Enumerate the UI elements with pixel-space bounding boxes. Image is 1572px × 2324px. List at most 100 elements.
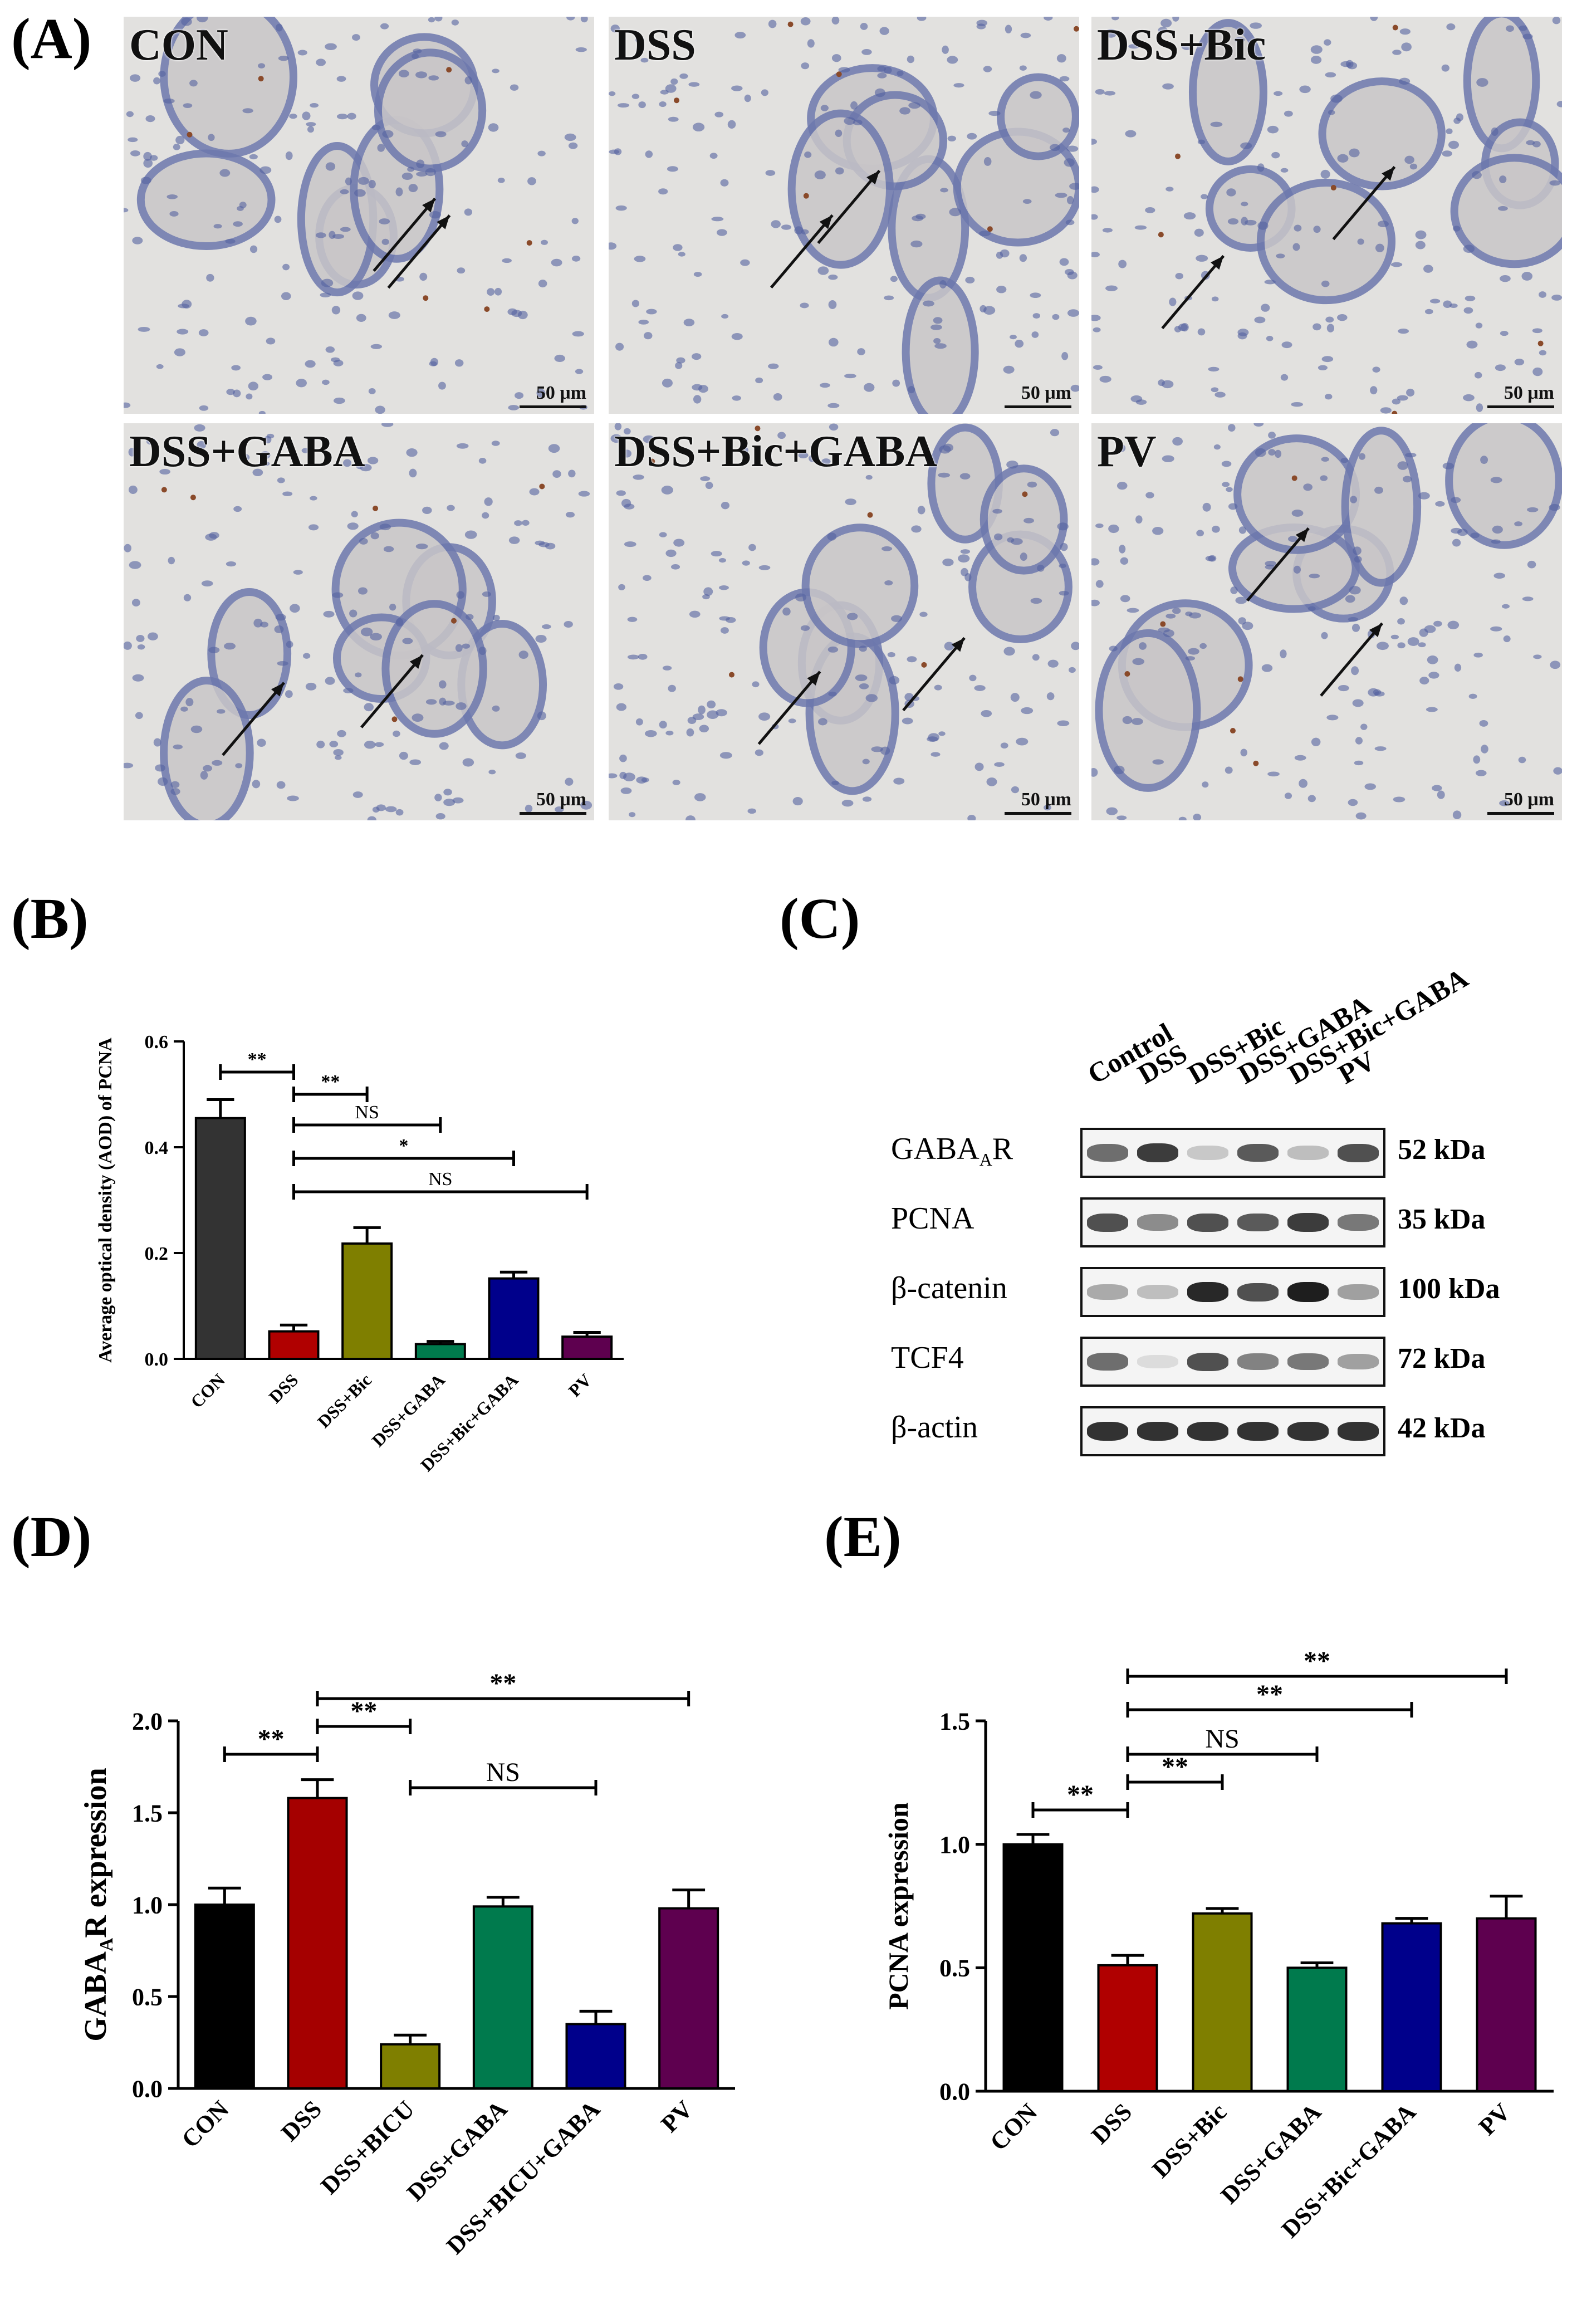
molecular-weight-label: 52 kDa	[1398, 1134, 1486, 1166]
micrograph-tissue-image	[1091, 423, 1562, 820]
micrograph-label: DSS	[614, 21, 696, 70]
arrow-icon	[1295, 528, 1309, 542]
significance-label: NS	[355, 1102, 379, 1123]
arrow-icon	[1369, 623, 1383, 638]
blot-band	[1137, 1354, 1178, 1369]
western-blot: Control DSS DSS+Bic DSS+GABA DSS+Bic+GABA PV G…	[869, 924, 1554, 1470]
y-tick-label: 0.2	[145, 1244, 169, 1264]
bar	[1381, 1922, 1442, 2092]
micrograph-label: DSS+Bic	[1097, 21, 1266, 70]
bar	[414, 1343, 466, 1361]
micrograph-label: DSS+GABA	[129, 427, 365, 476]
arrow-icon	[437, 215, 450, 229]
y-tick-label: 1.0	[132, 1891, 163, 1919]
x-category-label: PV	[1473, 2098, 1516, 2140]
bar	[1476, 1917, 1537, 2093]
blot-band	[1338, 1143, 1379, 1162]
panel-letter-d: (D)	[11, 1505, 92, 1569]
scale-bar-label: 50 μm	[536, 789, 586, 810]
arrow-icon	[409, 655, 423, 669]
bar	[287, 1797, 348, 2090]
bar	[561, 1335, 613, 1360]
panel-letter-c: (C)	[780, 887, 860, 951]
bar	[341, 1242, 393, 1361]
x-category-label: CON	[177, 2095, 234, 2153]
x-category-label: DSS+Bic	[314, 1369, 375, 1431]
blot-band	[1338, 1421, 1379, 1441]
blot-band	[1237, 1143, 1279, 1162]
blot-band-strip	[1080, 1337, 1385, 1387]
scale-bar	[1487, 405, 1554, 408]
bar	[1192, 1912, 1253, 2092]
y-axis-label: PCNA expression	[883, 1802, 914, 2010]
y-tick-label: 1.0	[939, 1831, 970, 1858]
y-tick-label: 0.0	[939, 2078, 970, 2105]
y-axis-label: GABAAR expression	[79, 1768, 117, 2041]
scale-bar	[520, 812, 586, 815]
y-tick-label: 1.5	[939, 1707, 970, 1735]
molecular-weight-label: 72 kDa	[1398, 1343, 1486, 1374]
significance-label: **	[1162, 1752, 1188, 1782]
blot-band	[1187, 1352, 1228, 1371]
x-category-label: PV	[564, 1369, 595, 1401]
micrograph-tissue-image	[609, 423, 1079, 820]
micrograph-tissue-image	[124, 423, 592, 820]
x-category-label: DSS	[265, 1369, 302, 1407]
protein-label: β-catenin	[891, 1271, 1007, 1305]
chart-e: 0.0 0.5 1.0 1.5 CON DSS DSS+Bic DSS+GABA DSS+Bic…	[858, 1515, 1559, 2317]
y-tick-label: 0.6	[145, 1032, 169, 1053]
significance-label: **	[248, 1049, 267, 1070]
panel-letter-b: (B)	[11, 887, 89, 951]
micrograph: DSS+Bic 50 μm	[1091, 17, 1562, 414]
blot-band-strip	[1080, 1128, 1385, 1178]
micrograph: CON 50 μm	[124, 17, 594, 414]
micrograph-label: PV	[1097, 427, 1157, 476]
significance-label: **	[1256, 1680, 1283, 1709]
arrow-icon	[1382, 167, 1395, 181]
blot-band	[1087, 1421, 1128, 1441]
panel-letter-a: (A)	[11, 7, 92, 71]
micrograph-label: DSS+Bic+GABA	[614, 427, 938, 476]
scale-bar-label: 50 μm	[1021, 789, 1071, 810]
arrow-icon	[866, 170, 880, 185]
x-category-label: PV	[656, 2095, 698, 2137]
arrow-icon	[271, 682, 285, 697]
arrow-icon	[807, 672, 820, 686]
bar	[658, 1907, 719, 2090]
molecular-weight-label: 100 kDa	[1398, 1273, 1500, 1305]
arrow-icon	[1211, 256, 1224, 270]
arrow-icon	[422, 198, 435, 213]
blot-band	[1287, 1282, 1329, 1302]
significance-label: **	[350, 1696, 377, 1726]
blot-band	[1087, 1284, 1128, 1300]
chart-b: 0.0 0.2 0.4 0.6 CON DSS DSS+Bic DSS+GABA DSS+Bic…	[89, 869, 646, 1493]
scale-bar-label: 50 μm	[1021, 383, 1071, 403]
bar	[268, 1330, 320, 1360]
protein-label: β-actin	[891, 1410, 978, 1445]
micrograph-tissue-image	[1091, 17, 1562, 414]
y-axis-label: Average optical density (AOD) of PCNA	[95, 1038, 116, 1363]
significance-label: NS	[486, 1758, 520, 1787]
micrograph-tissue-image	[609, 17, 1079, 414]
bar	[1097, 1964, 1158, 2093]
scale-bar	[1005, 405, 1071, 408]
blot-band	[1287, 1353, 1329, 1371]
micrograph-label: CON	[129, 21, 228, 70]
bar	[380, 2043, 441, 2090]
blot-band-strip	[1080, 1406, 1385, 1456]
blot-band	[1137, 1143, 1178, 1163]
blot-band	[1338, 1214, 1379, 1231]
blot-band	[1187, 1421, 1228, 1441]
y-tick-label: 0.0	[132, 2075, 163, 2102]
blot-band	[1087, 1353, 1128, 1371]
blot-band	[1287, 1421, 1329, 1441]
significance-label: **	[489, 1669, 516, 1698]
scale-bar-label: 50 μm	[1504, 383, 1554, 403]
blot-band	[1338, 1284, 1379, 1300]
micrograph: PV 50 μm	[1091, 423, 1562, 820]
bar	[194, 1117, 246, 1360]
micrograph: DSS+Bic+GABA 50 μm	[609, 423, 1079, 820]
bar	[194, 1904, 255, 2090]
